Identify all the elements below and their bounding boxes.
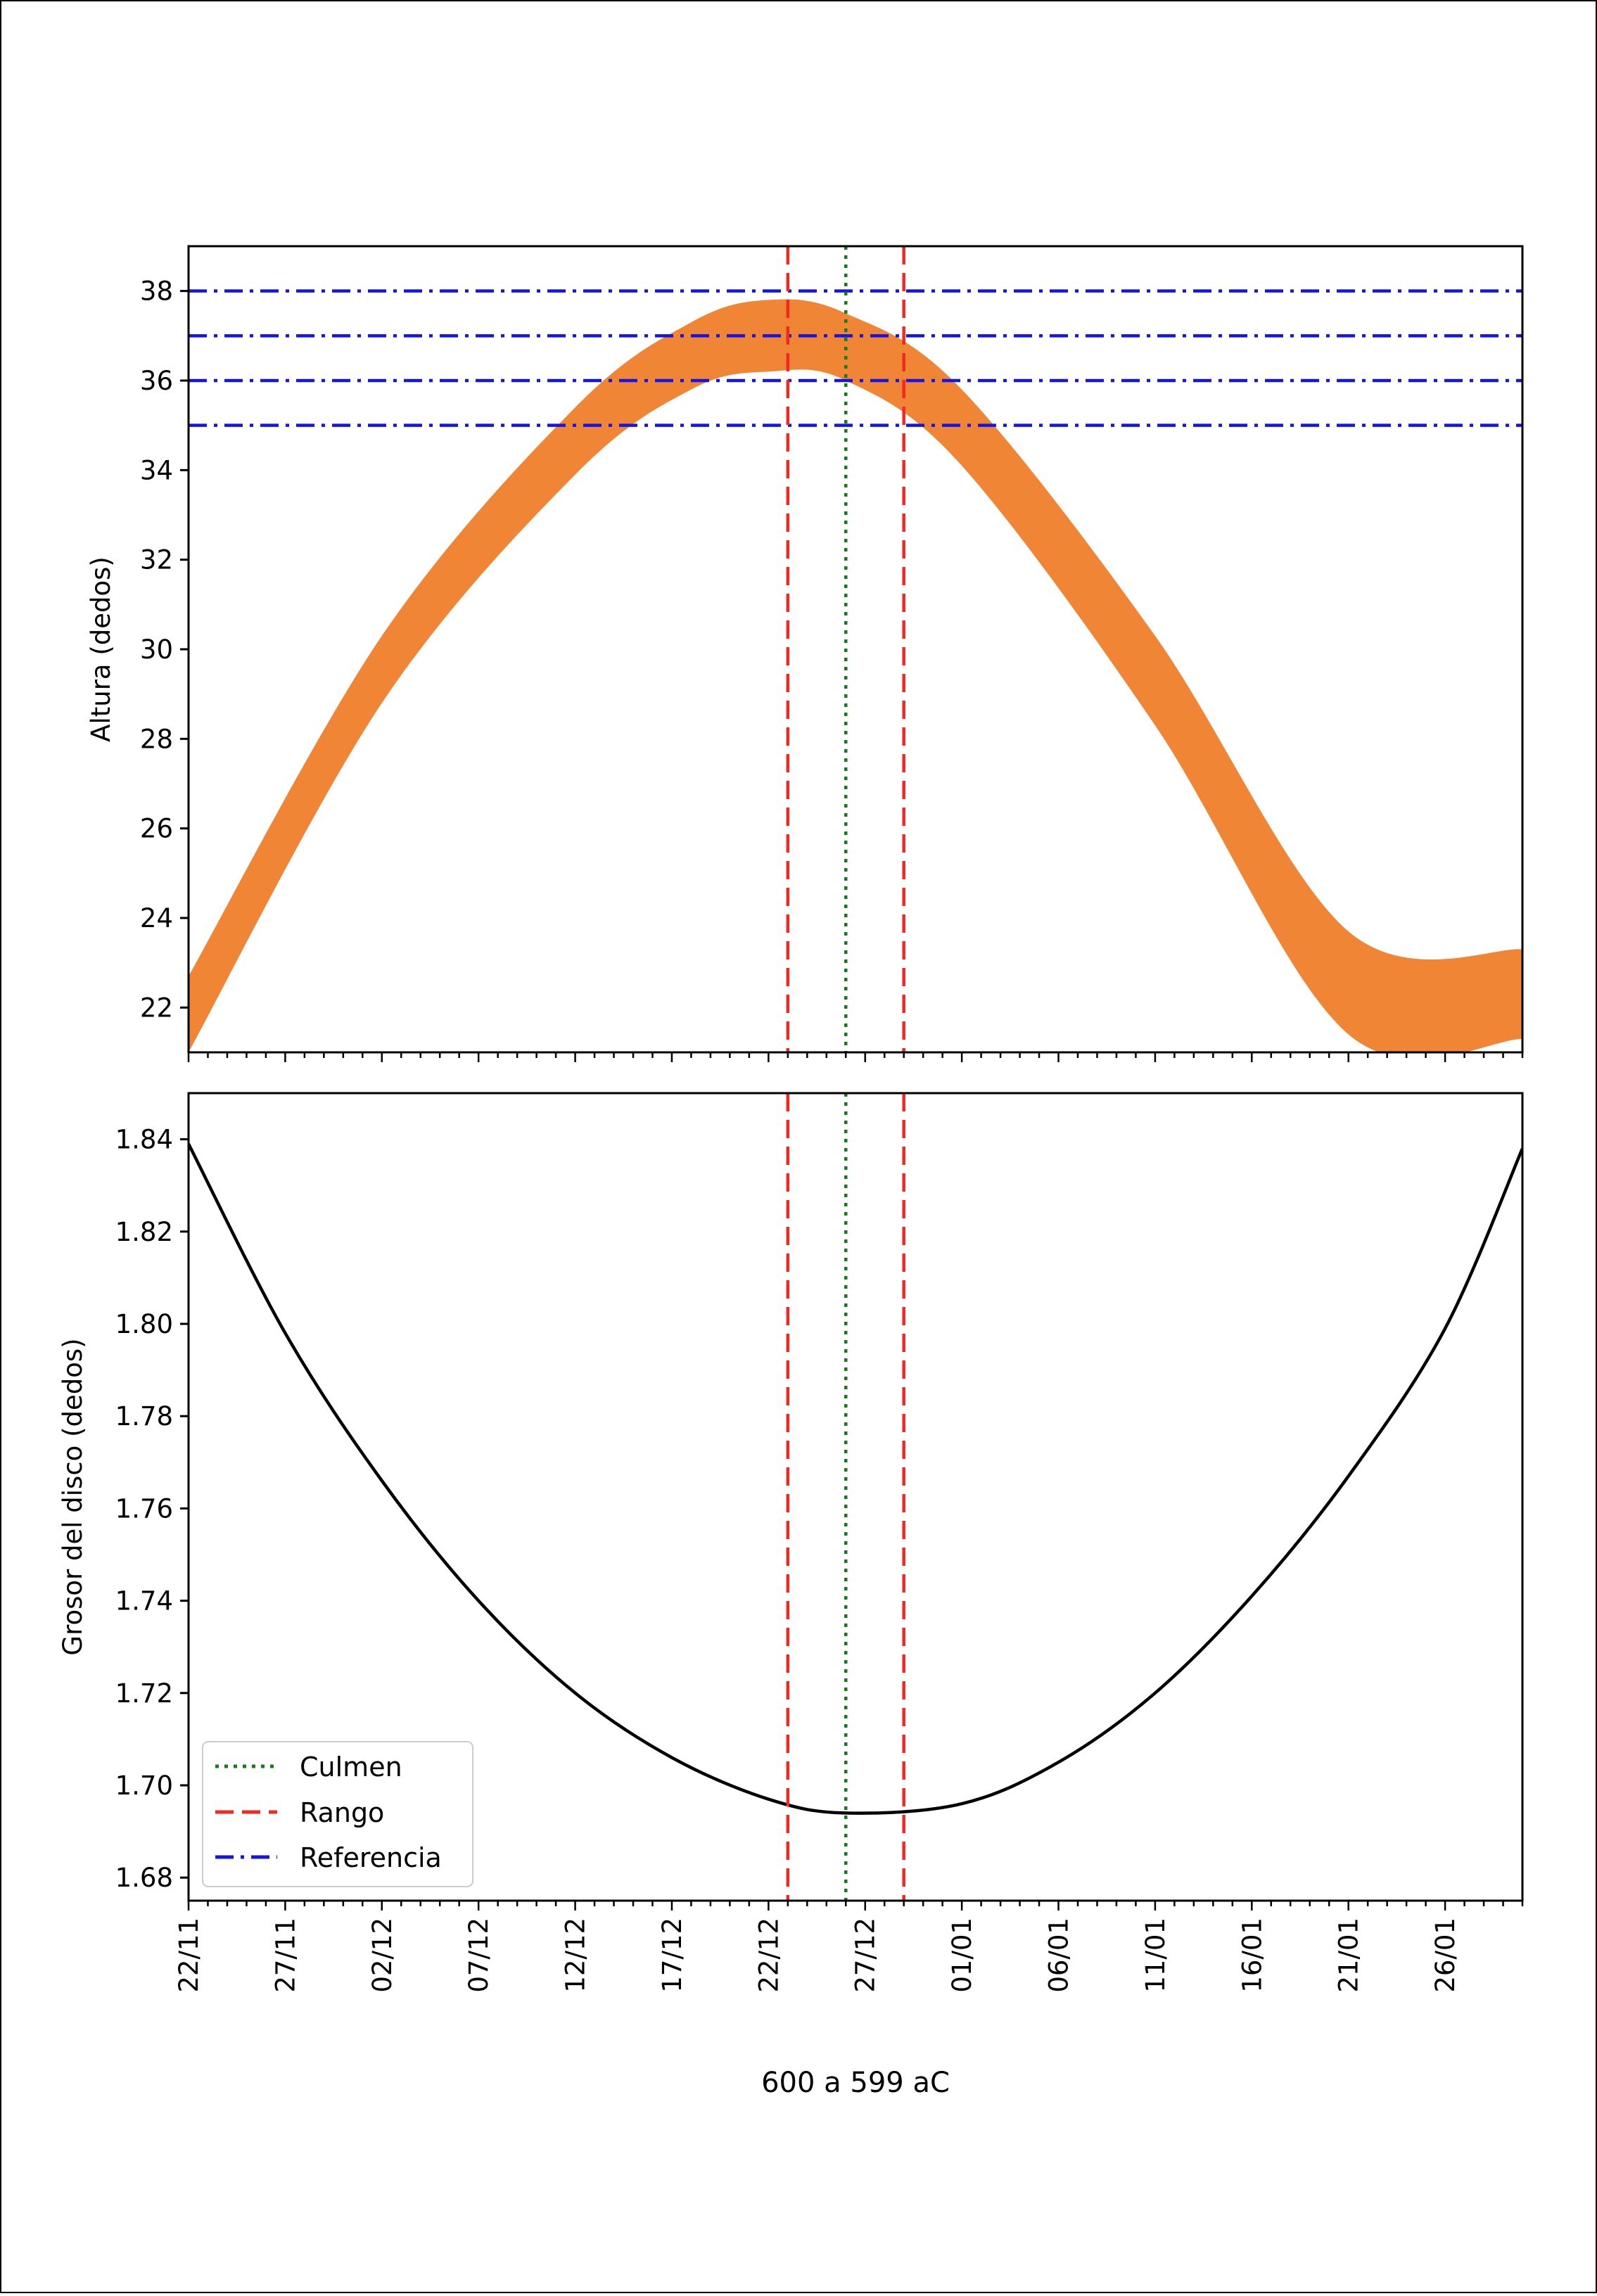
bottom-ytick-label-4: 1.76 (115, 1493, 173, 1524)
top-ytick-label-5: 32 (140, 545, 173, 575)
bottom-ytick-label-2: 1.72 (115, 1678, 173, 1709)
x-tick-label-2: 02/12 (367, 1918, 397, 1993)
x-tick-label-6: 22/12 (753, 1918, 784, 1993)
bottom-ytick-label-3: 1.74 (115, 1586, 173, 1616)
top-ytick-label-6: 34 (140, 455, 173, 485)
x-tick-label-8: 01/01 (947, 1918, 977, 1993)
x-tick-label-11: 16/01 (1237, 1918, 1267, 1993)
bottom-ytick-label-6: 1.80 (115, 1309, 173, 1339)
top-ytick-label-7: 36 (140, 366, 173, 396)
top-panel: 22 24 26 28 30 32 34 36 38 Altura (dedos) (86, 245, 1524, 1062)
top-axes-frame (187, 245, 1524, 1054)
legend-culmen-label: Culmen (300, 1752, 402, 1782)
x-tick-label-7: 27/12 (851, 1918, 881, 1993)
bottom-panel: 1.68 1.70 1.72 1.74 1.76 1.78 1.80 1.82 1.84 22/… (58, 1092, 1524, 1993)
legend: Culmen Rango Referencia (202, 1741, 473, 1887)
x-tick-label-1: 27/11 (270, 1918, 300, 1993)
x-axis-label: 600 a 599 aC (761, 2067, 950, 2099)
top-ytick-label-4: 30 (140, 634, 173, 665)
top-ytick-label-0: 22 (140, 993, 173, 1023)
bottom-ytick-label-7: 1.82 (115, 1217, 173, 1247)
top-ylabel: Altura (dedos) (86, 556, 116, 742)
bottom-axes-frame (187, 1092, 1524, 1902)
top-ytick-label-8: 38 (140, 276, 173, 307)
legend-rango-label: Rango (300, 1797, 384, 1828)
x-tick-label-0: 22/11 (174, 1918, 204, 1993)
bottom-ytick-label-5: 1.78 (115, 1401, 173, 1431)
x-tick-label-9: 06/01 (1044, 1918, 1074, 1993)
top-ytick-label-1: 24 (140, 903, 173, 933)
legend-referencia-label: Referencia (300, 1842, 442, 1873)
legend-box (202, 1741, 473, 1887)
bottom-ytick-label-8: 1.84 (115, 1125, 173, 1155)
x-tick-label-5: 17/12 (657, 1918, 687, 1993)
x-tick-label-12: 21/01 (1334, 1918, 1364, 1993)
x-tick-label-13: 26/01 (1430, 1918, 1461, 1993)
x-tick-label-4: 12/12 (561, 1918, 591, 1993)
altura-band (189, 299, 1522, 1052)
bottom-ytick-label-1: 1.70 (115, 1771, 173, 1801)
x-tick-label-3: 07/12 (464, 1918, 494, 1993)
bottom-ylabel: Grosor del disco (dedos) (58, 1338, 88, 1655)
bottom-ytick-label-0: 1.68 (115, 1863, 173, 1893)
top-ytick-label-2: 26 (140, 814, 173, 844)
top-ytick-label-3: 28 (140, 724, 173, 754)
grosor-curve (189, 1143, 1522, 1815)
x-tick-label-10: 11/01 (1140, 1918, 1171, 1993)
